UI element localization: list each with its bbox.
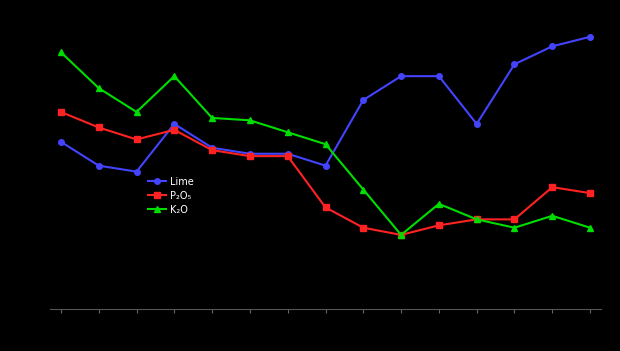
K₂O xyxy=(208,116,216,120)
K₂O xyxy=(57,50,64,54)
K₂O xyxy=(397,233,405,237)
K₂O xyxy=(284,130,291,134)
P₂O₅ xyxy=(397,233,405,237)
Lime xyxy=(208,146,216,150)
K₂O xyxy=(322,142,329,146)
K₂O xyxy=(511,226,518,230)
P₂O₅ xyxy=(360,226,367,230)
Lime xyxy=(170,122,178,126)
K₂O xyxy=(587,226,594,230)
P₂O₅ xyxy=(95,125,102,130)
P₂O₅ xyxy=(435,223,443,227)
K₂O xyxy=(549,214,556,218)
P₂O₅ xyxy=(57,110,64,114)
K₂O xyxy=(95,86,102,90)
Lime xyxy=(549,44,556,48)
Lime xyxy=(284,152,291,156)
K₂O xyxy=(360,187,367,192)
K₂O xyxy=(246,118,254,122)
Line: P₂O₅: P₂O₅ xyxy=(58,109,593,238)
P₂O₅ xyxy=(473,217,480,221)
K₂O xyxy=(170,74,178,78)
Legend: Lime, P₂O₅, K₂O: Lime, P₂O₅, K₂O xyxy=(148,177,193,214)
Lime xyxy=(95,164,102,168)
P₂O₅ xyxy=(284,154,291,158)
P₂O₅ xyxy=(133,137,140,141)
P₂O₅ xyxy=(511,217,518,221)
Lime xyxy=(360,98,367,102)
P₂O₅ xyxy=(587,191,594,195)
P₂O₅ xyxy=(322,205,329,210)
P₂O₅ xyxy=(246,154,254,158)
P₂O₅ xyxy=(170,128,178,132)
Lime xyxy=(397,74,405,78)
Lime xyxy=(473,122,480,126)
Lime xyxy=(133,170,140,174)
P₂O₅ xyxy=(549,185,556,189)
P₂O₅ xyxy=(208,148,216,152)
K₂O xyxy=(473,217,480,221)
Lime xyxy=(435,74,443,78)
Line: K₂O: K₂O xyxy=(58,49,593,238)
Lime xyxy=(511,62,518,66)
Line: Lime: Lime xyxy=(58,34,593,174)
K₂O xyxy=(435,202,443,206)
Lime xyxy=(57,140,64,144)
Lime xyxy=(246,152,254,156)
Lime xyxy=(322,164,329,168)
K₂O xyxy=(133,110,140,114)
Lime xyxy=(587,35,594,39)
